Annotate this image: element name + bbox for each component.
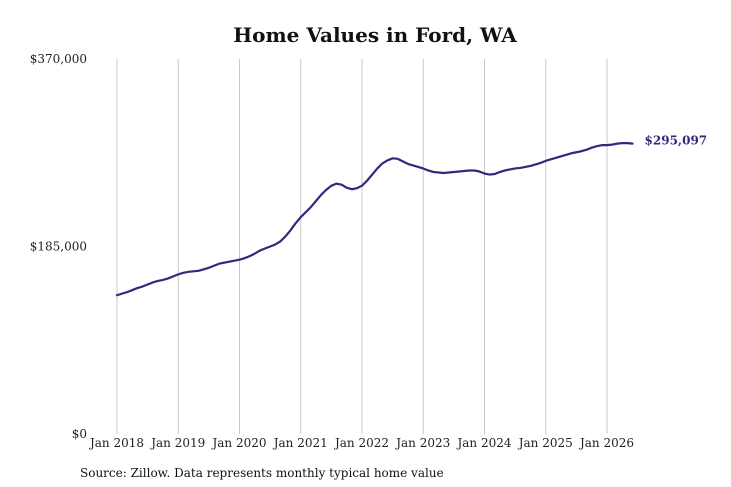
x-tick-label: Jan 2019 — [149, 436, 205, 450]
y-axis-tick-labels: $0 $185,000 $370,000 — [30, 52, 87, 441]
end-value-label: $295,097 — [645, 134, 708, 148]
series-layer — [115, 142, 634, 297]
x-tick-label: Jan 2023 — [394, 436, 450, 450]
y-tick-label: $185,000 — [30, 240, 87, 254]
home-value-series-line — [115, 142, 634, 297]
x-tick-label: Jan 2020 — [210, 436, 266, 450]
x-tick-label: Jan 2022 — [333, 436, 389, 450]
x-tick-label: Jan 2021 — [272, 436, 328, 450]
x-axis-tick-labels: Jan 2018 Jan 2019 Jan 2020 Jan 2021 Jan 2022… — [88, 436, 634, 450]
x-tick-label: Jan 2024 — [455, 436, 511, 450]
y-tick-label: $370,000 — [30, 52, 87, 66]
x-tick-label: Jan 2025 — [517, 436, 573, 450]
x-tick-label: Jan 2026 — [578, 436, 634, 450]
y-tick-label: $0 — [72, 427, 87, 441]
source-note: Source: Zillow. Data represents monthly … — [80, 466, 444, 480]
grid-lines — [116, 59, 608, 434]
chart-title: Home Values in Ford, WA — [233, 23, 517, 47]
x-tick-label: Jan 2018 — [88, 436, 144, 450]
